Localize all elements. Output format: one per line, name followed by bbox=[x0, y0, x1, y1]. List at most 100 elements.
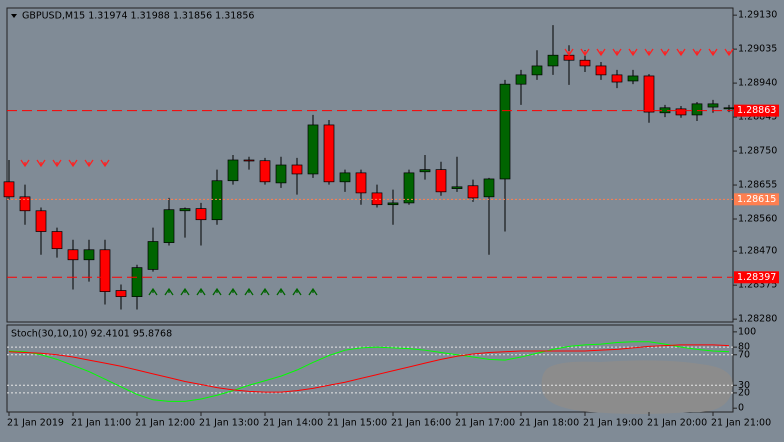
x-tick-label: 21 Jan 15:00 bbox=[327, 418, 387, 429]
signal-arrow bbox=[20, 159, 30, 168]
y-tick-label: 100 bbox=[738, 326, 756, 337]
level-box bbox=[734, 193, 779, 206]
signal-arrow bbox=[52, 159, 62, 168]
signal-arrow bbox=[692, 48, 702, 57]
signal-arrow bbox=[196, 287, 206, 296]
signal-arrow bbox=[612, 48, 622, 57]
x-tick-label: 21 Jan 16:00 bbox=[391, 418, 451, 429]
y-tick-label: 1.28940 bbox=[738, 78, 777, 89]
candle-body bbox=[275, 164, 287, 184]
menu-arrow bbox=[11, 14, 17, 18]
signal-arrow bbox=[100, 159, 110, 168]
y-tick-label: 1.29035 bbox=[738, 44, 777, 55]
signal-arrow bbox=[708, 48, 718, 57]
signal-arrow bbox=[276, 287, 286, 296]
candle-body bbox=[211, 180, 223, 221]
candle-body bbox=[723, 107, 735, 110]
x-tick-label: 21 Jan 19:00 bbox=[583, 418, 643, 429]
candle-body bbox=[291, 164, 303, 175]
y-tick-label: 1.28750 bbox=[738, 146, 777, 157]
candle-body bbox=[243, 159, 255, 162]
y-tick-label: 1.28375 bbox=[738, 280, 777, 291]
y-tick-label: 1.28470 bbox=[738, 246, 777, 257]
candle-body bbox=[531, 65, 543, 76]
chart-title: GBPUSD,M15 1.31974 1.31988 1.31856 1.318… bbox=[22, 11, 254, 22]
candle-body bbox=[371, 192, 383, 206]
signal-arrow bbox=[84, 159, 94, 168]
signal-arrow bbox=[228, 287, 238, 296]
x-tick-label: 21 Jan 20:00 bbox=[647, 418, 707, 429]
x-tick-label: 21 Jan 14:00 bbox=[263, 418, 323, 429]
candle-body bbox=[195, 208, 207, 221]
signal-arrow bbox=[180, 287, 190, 296]
signal-arrow bbox=[676, 48, 686, 57]
candle-body bbox=[227, 159, 239, 182]
signal-arrow bbox=[564, 48, 574, 57]
signal-arrow bbox=[244, 287, 254, 296]
candle-body bbox=[259, 160, 271, 183]
signal-arrow bbox=[148, 287, 158, 296]
stoch-line bbox=[8, 344, 730, 393]
candle-body bbox=[179, 208, 191, 212]
candle-body bbox=[499, 83, 511, 180]
signal-arrow bbox=[644, 48, 654, 57]
level-label: 1.28397 bbox=[737, 272, 776, 283]
x-tick-label: 21 Jan 13:00 bbox=[199, 418, 259, 429]
candle-body bbox=[707, 103, 719, 108]
candle-body bbox=[355, 172, 367, 194]
x-tick-label: 21 Jan 21:00 bbox=[711, 418, 771, 429]
signal-arrow bbox=[292, 287, 302, 296]
y-tick-label: 1.28560 bbox=[738, 214, 777, 225]
candle-body bbox=[403, 172, 415, 204]
candle-body bbox=[595, 65, 607, 76]
signal-arrow bbox=[580, 48, 590, 57]
x-tick-label: 21 Jan 11:00 bbox=[71, 418, 131, 429]
candle-body bbox=[83, 249, 95, 261]
price-panel bbox=[6, 7, 734, 323]
x-tick-label: 21 Jan 18:00 bbox=[519, 418, 579, 429]
candle-body bbox=[19, 196, 31, 212]
y-tick-label: 80 bbox=[738, 342, 750, 353]
signal-arrow bbox=[164, 287, 174, 296]
y-tick-label: 1.29130 bbox=[738, 10, 777, 21]
candle-body bbox=[467, 185, 479, 199]
level-box bbox=[734, 104, 779, 117]
x-tick-label: 21 Jan 17:00 bbox=[455, 418, 515, 429]
level-label: 1.28863 bbox=[737, 105, 776, 116]
level-label: 1.28615 bbox=[737, 194, 776, 205]
candle-body bbox=[67, 249, 79, 261]
x-tick-label: 21 Jan 12:00 bbox=[135, 418, 195, 429]
candle-body bbox=[307, 124, 319, 175]
candle-body bbox=[163, 209, 175, 243]
candle-body bbox=[35, 210, 47, 232]
signal-arrow bbox=[68, 159, 78, 168]
signal-arrow bbox=[724, 48, 734, 57]
y-tick-label: 1.28655 bbox=[738, 180, 777, 191]
y-tick-label: 30 bbox=[738, 380, 750, 391]
candle-body bbox=[691, 103, 703, 116]
candle-body bbox=[547, 54, 559, 67]
y-tick-label: 0 bbox=[738, 403, 744, 414]
candle-body bbox=[643, 75, 655, 113]
candle-body bbox=[115, 290, 127, 297]
y-tick-label: 1.28280 bbox=[738, 314, 777, 325]
candle-body bbox=[435, 169, 447, 193]
candle-body bbox=[515, 74, 527, 85]
stoch-title: Stoch(30,10,10) 92.4101 95.8768 bbox=[11, 329, 172, 340]
candle-body bbox=[627, 75, 639, 82]
signal-arrow bbox=[36, 159, 46, 168]
signal-arrow bbox=[596, 48, 606, 57]
level-box bbox=[734, 271, 779, 284]
candle-body bbox=[419, 169, 431, 173]
candle-body bbox=[51, 231, 63, 250]
signal-arrow bbox=[212, 287, 222, 296]
y-tick-label: 1.28845 bbox=[738, 112, 777, 123]
candle-body bbox=[579, 59, 591, 67]
candle-body bbox=[483, 178, 495, 198]
signal-arrow bbox=[628, 48, 638, 57]
y-tick-label: 70 bbox=[738, 349, 750, 360]
candle-body bbox=[339, 172, 351, 183]
signal-arrow bbox=[260, 287, 270, 296]
